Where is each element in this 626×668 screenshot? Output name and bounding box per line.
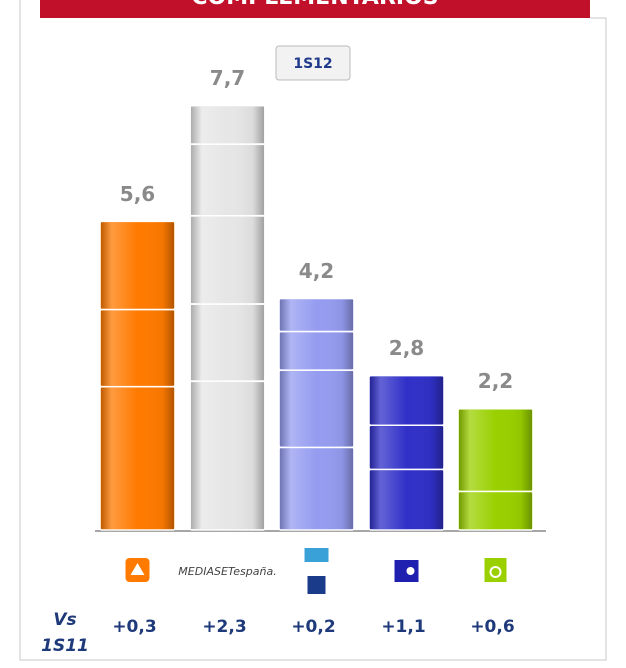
value-label: 4,2	[299, 259, 334, 283]
value-label: 2,8	[389, 336, 424, 360]
value-label: 5,6	[120, 182, 155, 206]
change-label: +1,1	[381, 617, 425, 637]
logo-mark	[489, 566, 502, 578]
bar-shine	[191, 382, 264, 529]
bar-shine	[191, 216, 264, 303]
bar-shine	[280, 299, 353, 331]
bar-shine	[459, 409, 532, 491]
bar-shine	[280, 371, 353, 447]
badge-text: 1S12	[293, 56, 332, 72]
bar-shine	[101, 310, 174, 386]
bar-shine	[191, 145, 264, 215]
chart-title: COMPLEMENTARIOS	[191, 0, 438, 10]
category-label: MEDIASETespaña.	[178, 565, 276, 578]
change-title: Vs	[53, 610, 76, 630]
bar-shine	[370, 376, 443, 425]
logo-mark	[406, 567, 415, 575]
change-title: 1S11	[41, 636, 89, 656]
value-label: 7,7	[210, 66, 245, 90]
change-label: +2,3	[202, 617, 246, 637]
bar-shine	[370, 426, 443, 469]
value-label: 2,2	[478, 369, 513, 393]
change-label: +0,6	[470, 617, 514, 637]
bar-shine	[280, 448, 353, 529]
bar-shine	[370, 470, 443, 529]
bar-shine	[101, 387, 174, 529]
title-banner	[40, 0, 590, 18]
change-label: +0,2	[291, 617, 335, 637]
bar-shine	[101, 222, 174, 309]
logo	[304, 548, 329, 562]
bar-shine	[191, 106, 264, 144]
badge	[275, 45, 351, 81]
change-label: +0,3	[112, 617, 156, 637]
bar-shine	[191, 305, 264, 381]
bar-shine	[280, 332, 353, 370]
logo	[307, 576, 326, 594]
bar-shine	[459, 492, 532, 529]
frame	[19, 0, 607, 661]
logo-mark	[130, 563, 145, 575]
logo	[484, 558, 507, 582]
